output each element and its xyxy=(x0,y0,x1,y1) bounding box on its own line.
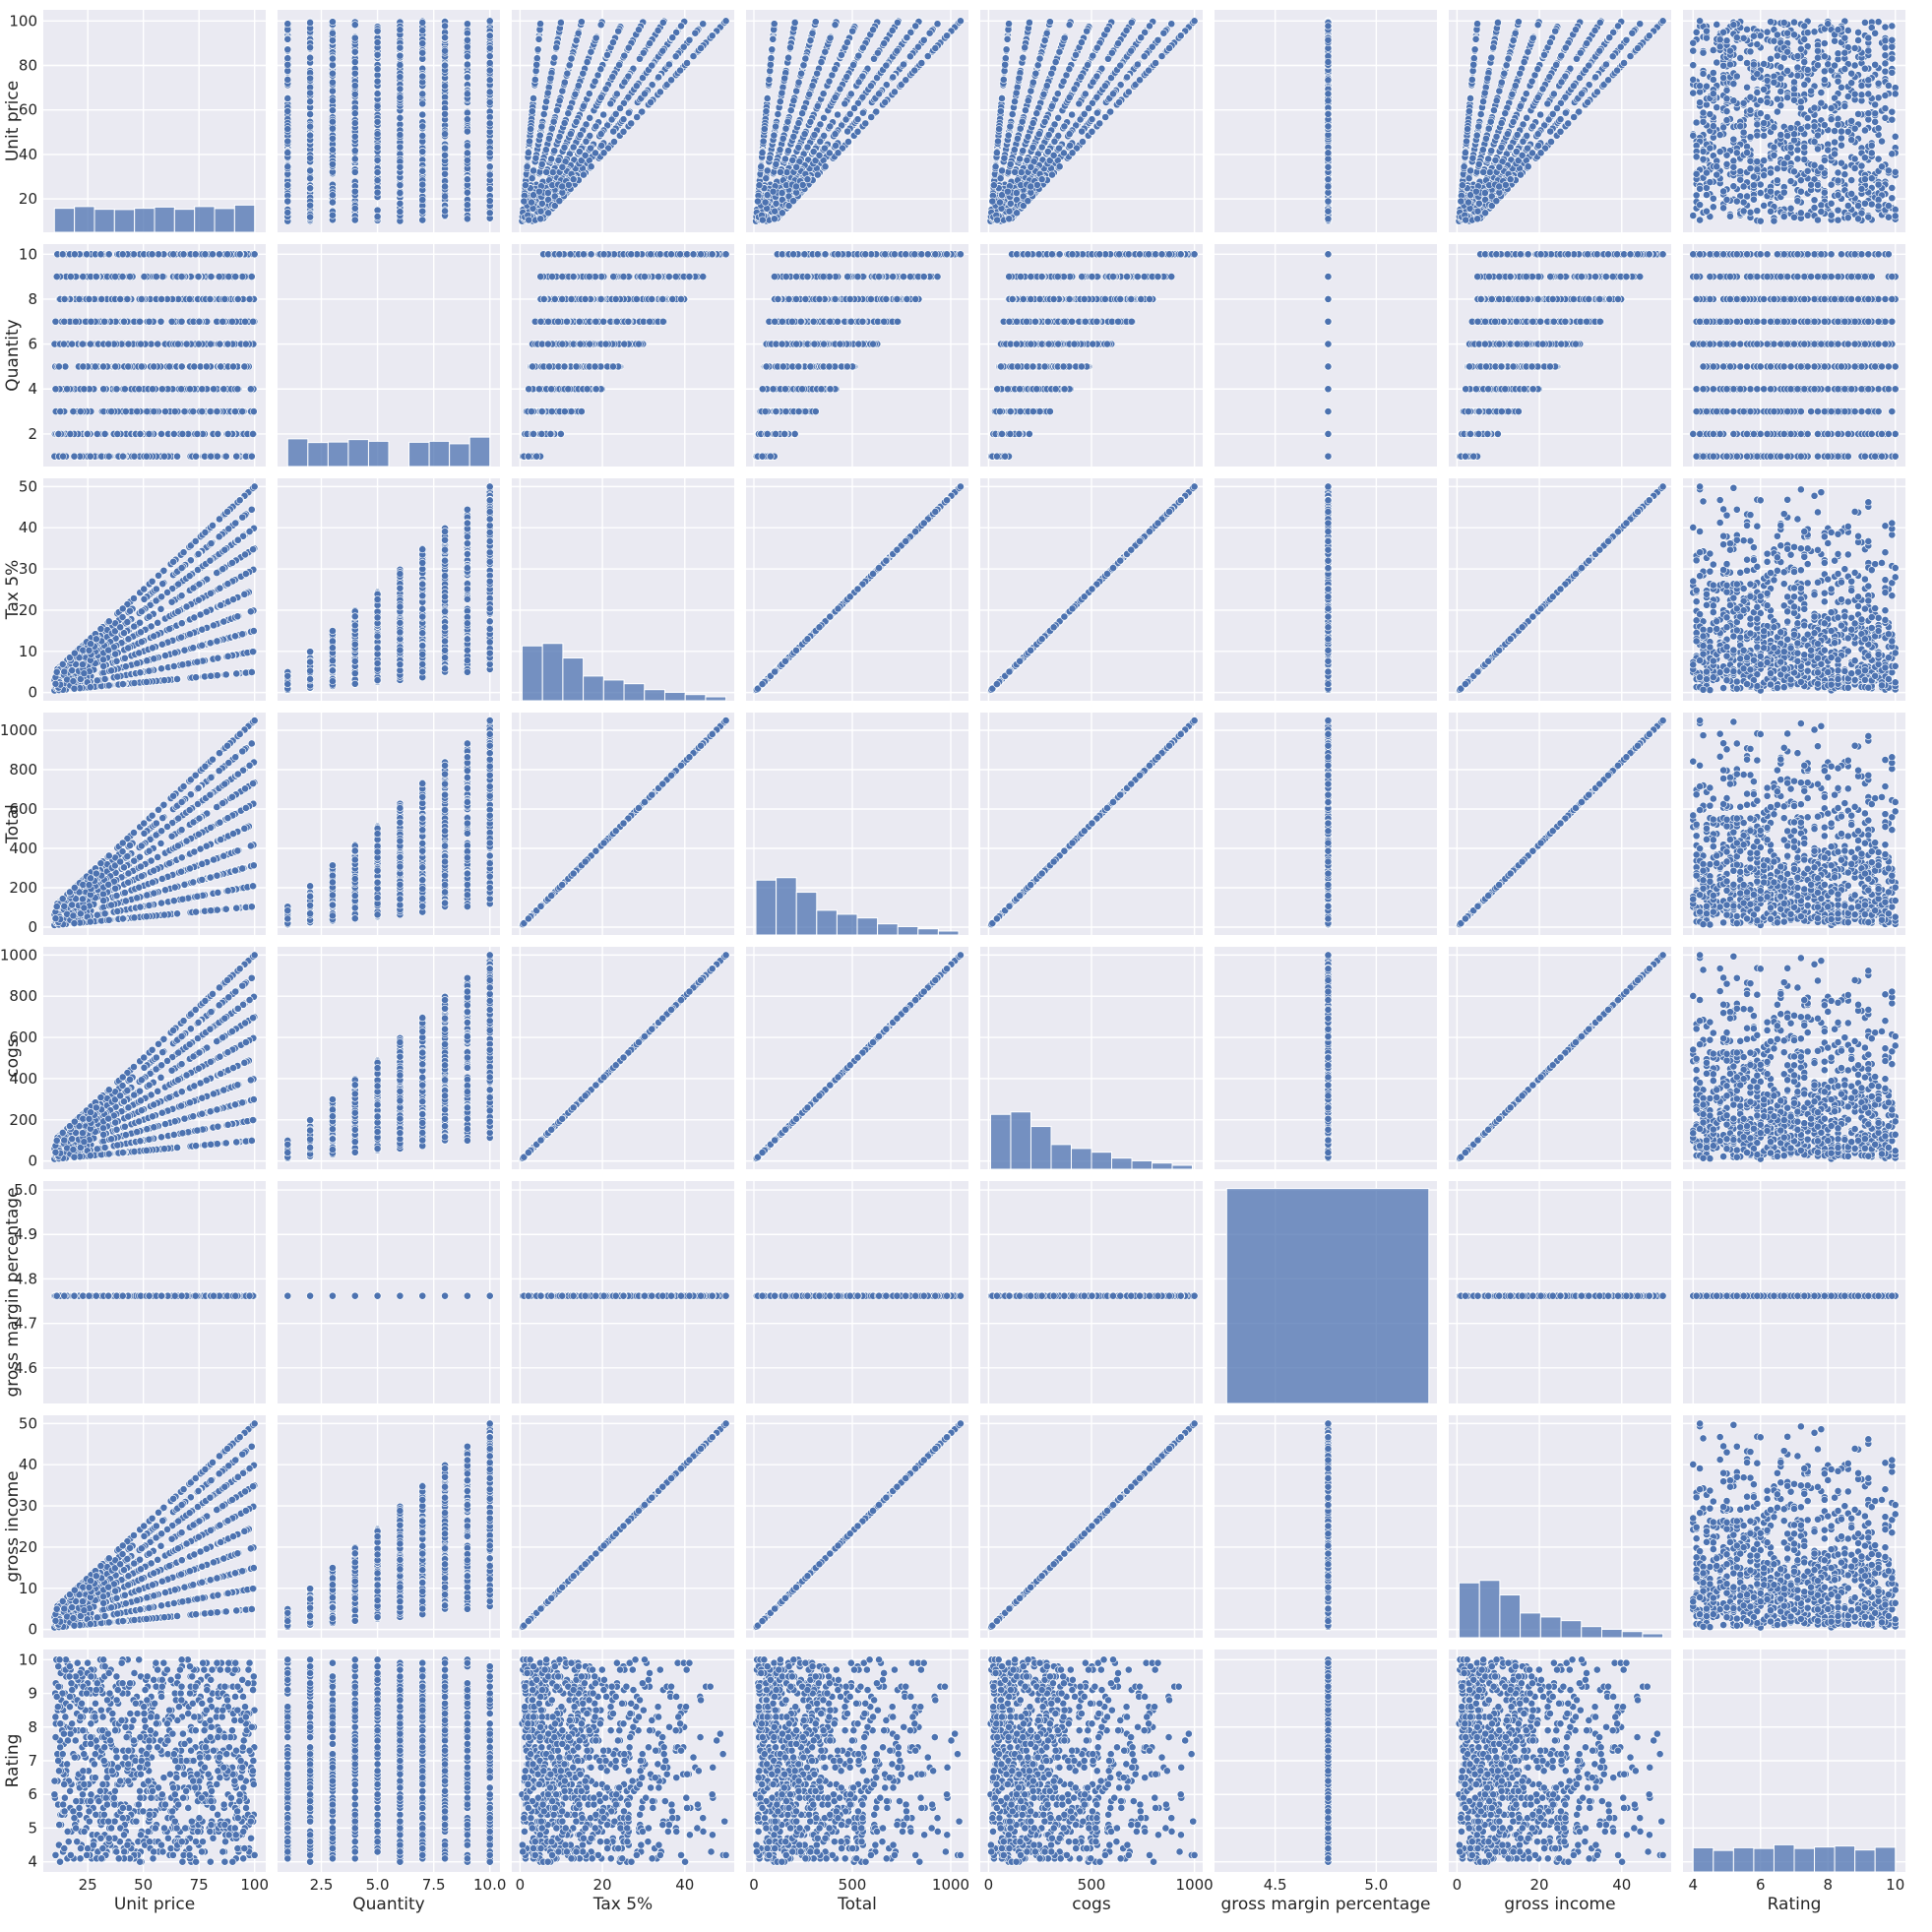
scatter-point xyxy=(307,44,314,51)
scatter-point xyxy=(307,155,314,161)
scatter-point xyxy=(486,98,493,105)
panel-unit-price-vs-quantity xyxy=(278,10,500,232)
hist-bar xyxy=(234,205,254,232)
scatter-point xyxy=(351,148,358,155)
hist-bar xyxy=(195,207,215,232)
hist-bar xyxy=(54,209,74,232)
scatter-point xyxy=(329,70,336,77)
panel-unit-price-vs-unit-price xyxy=(43,10,266,232)
hist-bar xyxy=(135,209,155,232)
scatter-point xyxy=(419,100,426,107)
hist-bar xyxy=(174,210,194,232)
hist-bar xyxy=(75,207,94,232)
scatter-point xyxy=(464,109,470,116)
scatter-point xyxy=(486,18,493,25)
scatter-point xyxy=(397,61,404,68)
scatter-point xyxy=(284,35,291,42)
hist-bar xyxy=(155,207,174,232)
scatter-point xyxy=(486,138,493,145)
scatter-point xyxy=(374,207,381,214)
scatter-point xyxy=(284,55,291,62)
scatter-point xyxy=(374,102,381,109)
hist-bar xyxy=(114,210,134,232)
hist-bar xyxy=(215,209,234,232)
hist-bar xyxy=(94,210,114,232)
scatter-point xyxy=(397,114,404,121)
scatter-point xyxy=(464,142,470,149)
